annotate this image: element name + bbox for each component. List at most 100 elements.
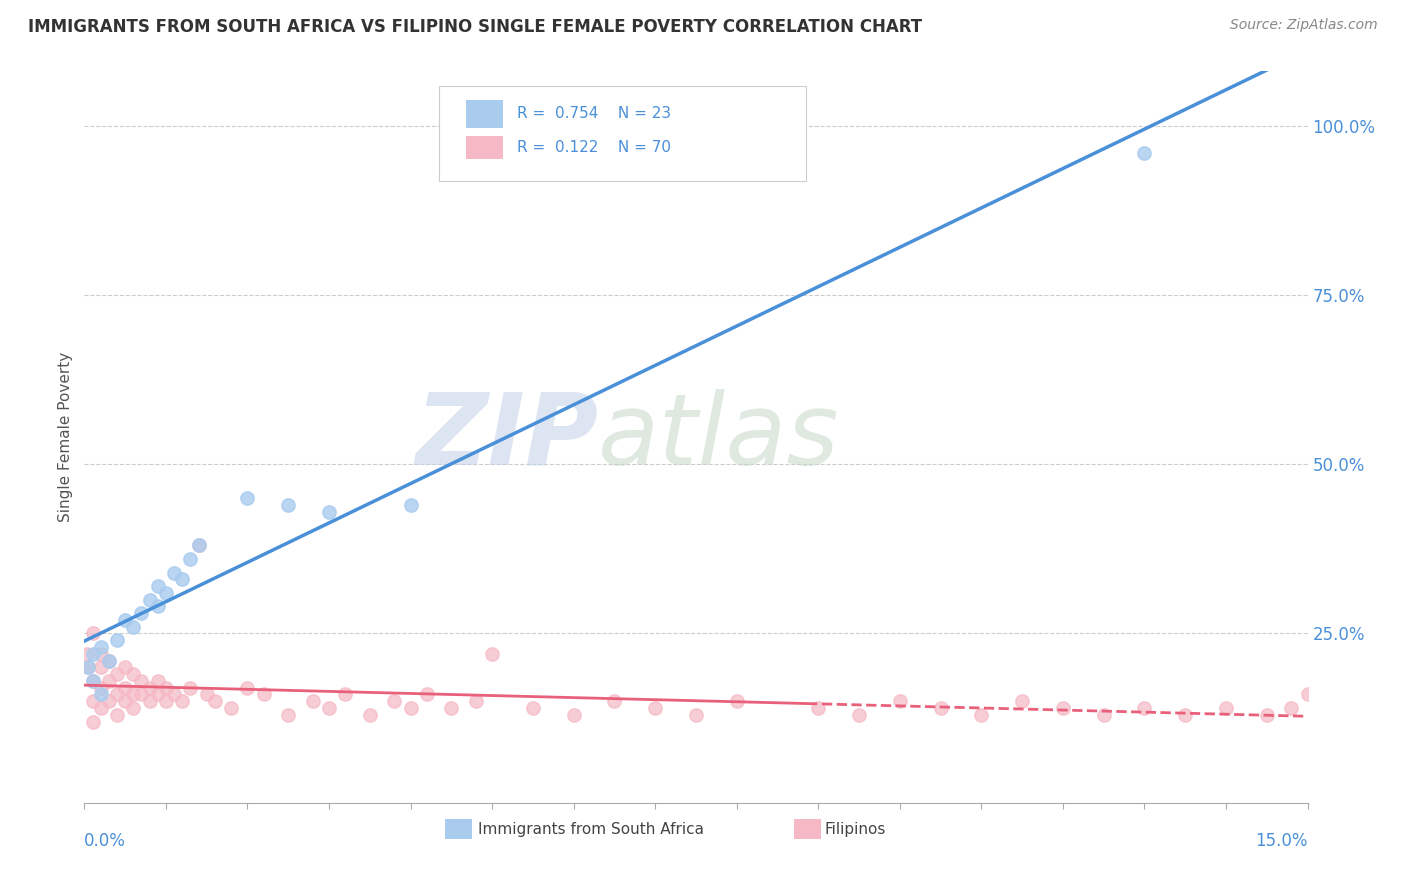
Point xyxy=(1296,688,1319,702)
Text: 0.0%: 0.0% xyxy=(84,832,127,850)
Point xyxy=(725,694,748,708)
Point xyxy=(179,681,201,695)
Point xyxy=(603,694,626,708)
Point xyxy=(219,701,242,715)
Point xyxy=(82,673,104,688)
Point xyxy=(335,688,357,702)
Point xyxy=(77,660,100,674)
Text: Source: ZipAtlas.com: Source: ZipAtlas.com xyxy=(1230,18,1378,32)
Point xyxy=(138,694,160,708)
Point xyxy=(172,694,194,708)
Text: atlas: atlas xyxy=(598,389,839,485)
Point xyxy=(277,707,299,722)
Point xyxy=(122,688,145,702)
Point xyxy=(97,654,120,668)
Point xyxy=(1011,694,1033,708)
Point xyxy=(131,688,153,702)
Point xyxy=(163,688,186,702)
FancyBboxPatch shape xyxy=(465,100,503,128)
Point xyxy=(1256,707,1278,722)
Point xyxy=(131,606,153,620)
Point xyxy=(97,654,120,668)
Y-axis label: Single Female Poverty: Single Female Poverty xyxy=(58,352,73,522)
FancyBboxPatch shape xyxy=(439,86,806,181)
Point xyxy=(195,688,218,702)
Point xyxy=(105,688,128,702)
Point xyxy=(77,660,100,674)
Point xyxy=(82,647,104,661)
Point xyxy=(90,640,112,654)
Point xyxy=(82,673,104,688)
Text: R =  0.122    N = 70: R = 0.122 N = 70 xyxy=(517,140,672,155)
Point xyxy=(318,505,340,519)
FancyBboxPatch shape xyxy=(794,819,821,839)
Point xyxy=(82,626,104,640)
Point xyxy=(318,701,340,715)
Point xyxy=(155,694,177,708)
Point xyxy=(253,688,276,702)
Point xyxy=(90,660,112,674)
Point xyxy=(131,673,153,688)
Point xyxy=(155,586,177,600)
Point xyxy=(464,694,486,708)
Point xyxy=(163,566,186,580)
Point xyxy=(644,701,666,715)
Point xyxy=(1092,707,1115,722)
Point xyxy=(138,592,160,607)
Point xyxy=(76,647,98,661)
Point xyxy=(236,681,259,695)
Point xyxy=(359,707,381,722)
Point xyxy=(1279,701,1302,715)
Point xyxy=(105,707,128,722)
Point xyxy=(138,681,160,695)
Point xyxy=(1215,701,1237,715)
Point xyxy=(90,681,112,695)
Text: IMMIGRANTS FROM SOUTH AFRICA VS FILIPINO SINGLE FEMALE POVERTY CORRELATION CHART: IMMIGRANTS FROM SOUTH AFRICA VS FILIPINO… xyxy=(28,18,922,36)
Point xyxy=(114,681,136,695)
Point xyxy=(382,694,405,708)
Point xyxy=(970,707,993,722)
Point xyxy=(301,694,323,708)
Point xyxy=(848,707,870,722)
Point xyxy=(1174,707,1197,722)
Point xyxy=(146,673,169,688)
Point xyxy=(172,572,194,586)
Point xyxy=(97,673,120,688)
Text: 15.0%: 15.0% xyxy=(1256,832,1308,850)
Point xyxy=(522,701,544,715)
Point xyxy=(1133,701,1156,715)
Point xyxy=(122,667,145,681)
Point xyxy=(146,688,169,702)
Point xyxy=(562,707,585,722)
Point xyxy=(105,667,128,681)
Point xyxy=(1133,145,1156,160)
Point xyxy=(105,633,128,648)
Point xyxy=(929,701,952,715)
Point xyxy=(440,701,463,715)
Point xyxy=(236,491,259,505)
Point xyxy=(187,538,209,552)
Point xyxy=(889,694,911,708)
Point xyxy=(97,694,120,708)
Point xyxy=(90,647,112,661)
FancyBboxPatch shape xyxy=(446,819,472,839)
Point xyxy=(1052,701,1074,715)
Point xyxy=(277,498,299,512)
Point xyxy=(82,694,104,708)
Point xyxy=(90,688,112,702)
Point xyxy=(122,620,145,634)
Point xyxy=(122,701,145,715)
Text: ZIP: ZIP xyxy=(415,389,598,485)
Point xyxy=(146,599,169,614)
Point xyxy=(481,647,503,661)
Point xyxy=(399,701,422,715)
Point xyxy=(114,660,136,674)
Point xyxy=(807,701,830,715)
Point xyxy=(82,714,104,729)
Point xyxy=(416,688,439,702)
Text: Immigrants from South Africa: Immigrants from South Africa xyxy=(478,822,704,838)
Point xyxy=(114,613,136,627)
Point xyxy=(179,552,201,566)
Point xyxy=(114,694,136,708)
Point xyxy=(685,707,707,722)
